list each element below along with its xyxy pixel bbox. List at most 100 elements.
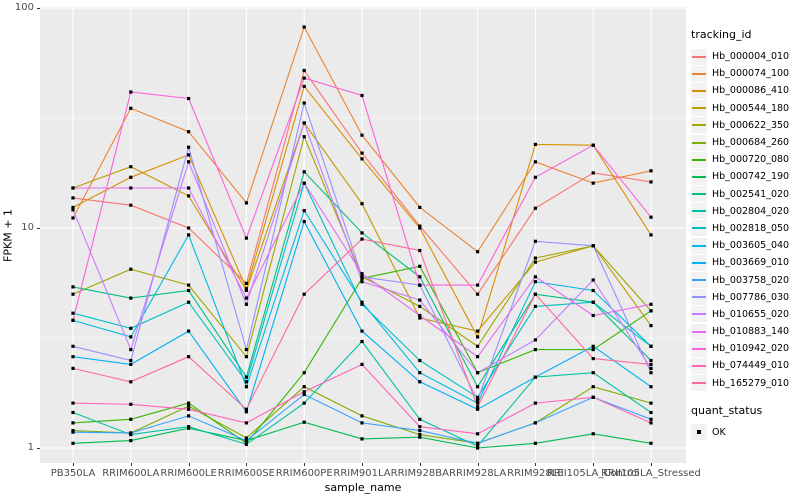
data-point	[187, 186, 191, 190]
data-point	[244, 407, 248, 411]
data-point	[418, 425, 422, 429]
x-axis-title: sample_name	[324, 481, 402, 494]
line-swatch-icon	[692, 364, 706, 367]
legend-item-Hb_000074_100: Hb_000074_100	[691, 65, 799, 82]
legend-item-Hb_000742_190: Hb_000742_190	[691, 168, 799, 185]
legend-key	[691, 357, 707, 374]
data-point	[71, 410, 75, 415]
x-tick-label-RRIM600SE: RRIM600SE	[217, 468, 276, 479]
legend-item-Hb_003758_020: Hb_003758_020	[691, 271, 799, 289]
data-point	[302, 292, 306, 296]
legend-item-Hb_000684_260: Hb_000684_260	[691, 134, 799, 151]
data-point	[476, 444, 480, 448]
data-point	[476, 385, 480, 389]
data-point	[244, 281, 248, 285]
data-point	[418, 298, 422, 302]
data-point	[649, 309, 653, 313]
data-point	[129, 165, 133, 169]
data-point	[649, 324, 653, 328]
data-point	[649, 233, 653, 237]
data-point	[71, 318, 75, 322]
data-point	[302, 420, 306, 424]
data-point	[476, 283, 480, 287]
data-point	[591, 395, 595, 399]
data-point	[244, 436, 248, 440]
data-point	[360, 237, 364, 241]
legend-key	[691, 220, 707, 237]
legend-key	[691, 237, 707, 254]
data-point	[360, 231, 364, 235]
data-point	[187, 288, 191, 293]
legend-item-Hb_074449_010: Hb_074449_010	[691, 357, 799, 374]
data-point	[187, 355, 191, 359]
data-point	[71, 216, 75, 220]
data-point	[591, 300, 595, 304]
data-point	[591, 348, 595, 352]
data-point	[649, 401, 653, 405]
data-point	[302, 392, 306, 397]
y-tick-label: 100	[14, 2, 34, 13]
data-point	[302, 84, 306, 88]
data-point	[533, 338, 537, 342]
data-point	[476, 432, 480, 436]
line-swatch-icon	[692, 279, 706, 282]
data-point	[476, 401, 480, 405]
legend-label: Hb_000684_260	[712, 137, 790, 149]
x-tick-label-RRIM928LE: RRIM928LE	[507, 468, 564, 479]
data-point	[533, 160, 537, 164]
data-point	[187, 425, 191, 429]
y-tick-label: 10	[21, 222, 34, 233]
data-point	[476, 441, 480, 445]
data-point	[302, 68, 306, 73]
legend-item-Hb_010655_020: Hb_010655_020	[691, 306, 799, 323]
y-tick-label: 1	[27, 442, 34, 453]
data-point	[129, 417, 133, 421]
legend-key	[691, 151, 707, 168]
data-point	[244, 302, 248, 306]
data-point	[302, 121, 306, 125]
data-point	[71, 196, 75, 200]
x-tick-label-PB350LA: PB350LA	[50, 468, 96, 479]
data-point	[360, 133, 364, 137]
data-point	[302, 401, 306, 405]
data-point	[244, 375, 248, 379]
data-point	[244, 201, 248, 205]
data-point	[187, 414, 191, 418]
legend-item-Hb_000544_180: Hb_000544_180	[691, 100, 799, 117]
data-point	[129, 106, 133, 110]
data-point	[302, 135, 306, 139]
legend-item-quant-ok: OK	[691, 424, 799, 441]
data-point	[360, 157, 364, 161]
data-point	[418, 316, 422, 320]
data-point	[533, 401, 537, 405]
data-point	[649, 385, 653, 389]
legend-key	[691, 65, 707, 82]
line-swatch-icon	[692, 261, 706, 264]
data-point	[649, 180, 653, 184]
x-tick-label-RRIM600LE: RRIM600LE	[160, 468, 217, 479]
x-tick-label-RRII105LA_Control: RRII105LA_Control	[546, 468, 640, 479]
legend-label: Hb_010942_020	[712, 343, 790, 355]
data-point	[302, 390, 306, 394]
legend-key	[691, 117, 707, 134]
data-point	[129, 326, 133, 330]
legend-key	[691, 186, 707, 203]
legend-label: Hb_165279_010	[712, 377, 790, 389]
data-point	[187, 407, 191, 411]
plot-panel	[40, 7, 686, 463]
legend-item-Hb_010883_140: Hb_010883_140	[691, 323, 799, 340]
legend-item-Hb_165279_010: Hb_165279_010	[691, 375, 799, 392]
data-point	[418, 264, 422, 268]
data-point	[591, 278, 595, 282]
legend: tracking_id Hb_000004_010 Hb_000074_100 Hb…	[691, 28, 799, 441]
legend-label: Hb_002818_050	[712, 222, 790, 234]
legend-key	[691, 168, 707, 185]
legend-item-Hb_002818_050: Hb_002818_050	[691, 220, 799, 237]
legend-title-quant-status: quant_status	[691, 403, 763, 417]
data-point	[649, 366, 653, 370]
plot-area	[40, 7, 686, 463]
data-point	[591, 171, 595, 175]
data-point	[129, 380, 133, 384]
legend-label: Hb_000742_190	[712, 171, 790, 183]
data-point	[187, 96, 191, 101]
